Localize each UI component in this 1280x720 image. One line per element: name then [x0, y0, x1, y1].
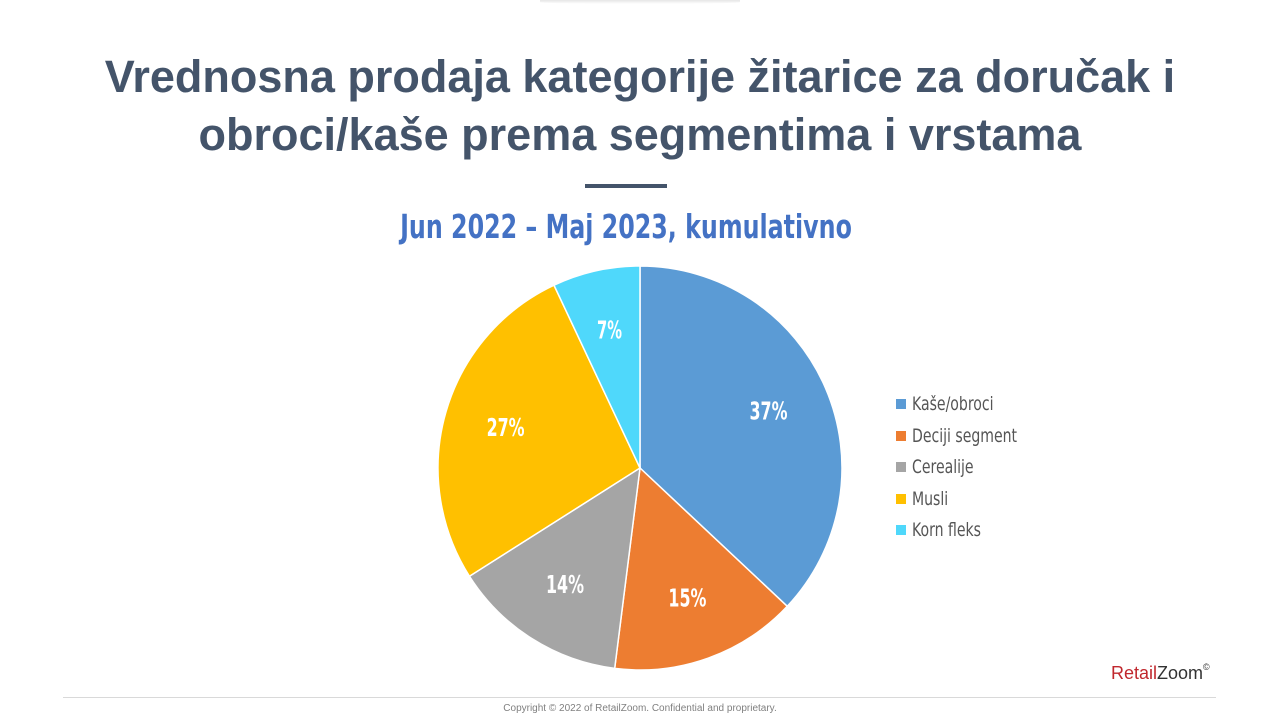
legend-swatch: [896, 493, 906, 504]
data-label-deciji-segment: 15%: [668, 584, 706, 613]
legend-label: Musli: [912, 487, 949, 510]
pie-slices: [437, 265, 843, 671]
chart-subtitle: Jun 2022 – Maj 2023, kumulativno: [400, 207, 852, 246]
logo-zoom-text: Zoom: [1157, 663, 1204, 683]
title-divider: [585, 184, 667, 188]
data-label-kase-obroci: 37%: [750, 396, 788, 425]
legend-swatch: [896, 430, 906, 441]
legend-label: Deciji segment: [912, 424, 1018, 447]
top-shadow-decoration: [540, 0, 740, 4]
retailzoom-logo: RetailZoom©: [1111, 656, 1210, 684]
pie-data-labels: 37% 15% 14% 27% 7%: [487, 315, 788, 612]
footer-divider: [63, 697, 1216, 698]
legend-swatch: [896, 399, 906, 409]
pie-chart: 37% 15% 14% 27% 7%: [437, 265, 843, 671]
logo-retail-text: Retail: [1111, 663, 1158, 683]
data-label-musli: 27%: [487, 413, 525, 442]
legend-label: Korn fleks: [912, 519, 982, 541]
logo-copyright-mark: ©: [1203, 662, 1210, 672]
pie-slice-cerealije: [468, 466, 641, 670]
legend-label: Cerealije: [912, 456, 974, 478]
slide-title: Vrednosna prodaja kategorije žitarice za…: [104, 51, 1176, 160]
legend-swatch: [896, 525, 906, 535]
pie-slice-korn-fleks: [552, 265, 641, 469]
pie-slice-deciji-segment: [613, 466, 789, 671]
pie-slice-musli: [437, 284, 641, 578]
data-label-cerealije: 14%: [546, 570, 584, 599]
data-label-korn-fleks: 7%: [597, 315, 622, 344]
copyright-footer: Copyright © 2022 of RetailZoom. Confiden…: [503, 703, 777, 714]
legend-swatch: [896, 462, 906, 472]
legend-label: Kaše/obroci: [912, 393, 994, 415]
pie-slice-kase-obroci: [639, 265, 843, 608]
